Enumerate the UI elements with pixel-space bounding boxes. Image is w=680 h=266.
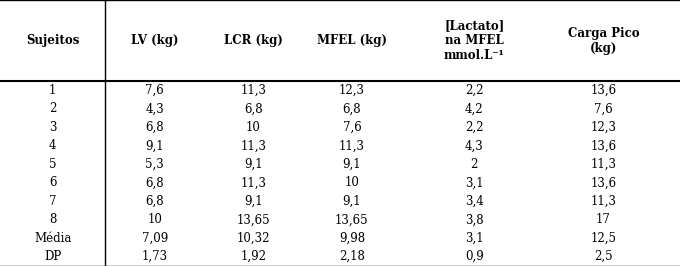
Text: 2,5: 2,5 (594, 250, 613, 263)
Text: 2,18: 2,18 (339, 250, 365, 263)
Text: 6,8: 6,8 (146, 195, 164, 208)
Text: 4,2: 4,2 (465, 102, 483, 115)
Text: 5: 5 (49, 158, 56, 171)
Text: 6: 6 (49, 176, 56, 189)
Text: 13,65: 13,65 (335, 213, 369, 226)
Text: 7,09: 7,09 (141, 232, 168, 245)
Text: 3,8: 3,8 (465, 213, 483, 226)
Text: 10,32: 10,32 (237, 232, 270, 245)
Text: 12,5: 12,5 (590, 232, 617, 245)
Text: MFEL (kg): MFEL (kg) (317, 34, 387, 47)
Text: 11,3: 11,3 (240, 84, 267, 97)
Text: 7,6: 7,6 (594, 102, 613, 115)
Text: 12,3: 12,3 (590, 121, 617, 134)
Text: Carga Pico
(kg): Carga Pico (kg) (568, 27, 639, 55)
Text: 2,2: 2,2 (465, 121, 483, 134)
Text: 4,3: 4,3 (465, 139, 483, 152)
Text: 1: 1 (49, 84, 56, 97)
Text: 2: 2 (49, 102, 56, 115)
Text: 13,65: 13,65 (237, 213, 270, 226)
Text: Sujeitos: Sujeitos (26, 34, 80, 47)
Text: 3,4: 3,4 (465, 195, 483, 208)
Text: 3: 3 (49, 121, 56, 134)
Text: 11,3: 11,3 (240, 139, 267, 152)
Text: 2,2: 2,2 (465, 84, 483, 97)
Text: LV (kg): LV (kg) (131, 34, 178, 47)
Text: 9,1: 9,1 (244, 195, 262, 208)
Text: 7,6: 7,6 (343, 121, 361, 134)
Text: 8: 8 (49, 213, 56, 226)
Text: 13,6: 13,6 (590, 176, 617, 189)
Text: 11,3: 11,3 (590, 158, 617, 171)
Text: [Lactato]
na MFEL
mmol.L⁻¹: [Lactato] na MFEL mmol.L⁻¹ (444, 19, 505, 62)
Text: 7: 7 (49, 195, 56, 208)
Text: DP: DP (44, 250, 61, 263)
Text: 9,1: 9,1 (244, 158, 262, 171)
Text: 4: 4 (49, 139, 56, 152)
Text: 6,8: 6,8 (343, 102, 361, 115)
Text: 6,8: 6,8 (244, 102, 262, 115)
Text: 2: 2 (471, 158, 478, 171)
Text: 17: 17 (596, 213, 611, 226)
Text: Média: Média (34, 232, 71, 245)
Text: 4,3: 4,3 (146, 102, 164, 115)
Text: 9,1: 9,1 (343, 158, 361, 171)
Text: 6,8: 6,8 (146, 121, 164, 134)
Text: 9,1: 9,1 (343, 195, 361, 208)
Text: 12,3: 12,3 (339, 84, 365, 97)
Text: 0,9: 0,9 (465, 250, 483, 263)
Text: 11,3: 11,3 (339, 139, 365, 152)
Text: 10: 10 (345, 176, 359, 189)
Text: 3,1: 3,1 (465, 176, 483, 189)
Text: 11,3: 11,3 (590, 195, 617, 208)
Text: 1,92: 1,92 (240, 250, 267, 263)
Text: 1,73: 1,73 (141, 250, 168, 263)
Text: 9,98: 9,98 (339, 232, 365, 245)
Text: 3,1: 3,1 (465, 232, 483, 245)
Text: 5,3: 5,3 (146, 158, 164, 171)
Text: 13,6: 13,6 (590, 84, 617, 97)
Text: 6,8: 6,8 (146, 176, 164, 189)
Text: 10: 10 (148, 213, 162, 226)
Text: 11,3: 11,3 (240, 176, 267, 189)
Text: 13,6: 13,6 (590, 139, 617, 152)
Text: 10: 10 (246, 121, 260, 134)
Text: 7,6: 7,6 (146, 84, 164, 97)
Text: LCR (kg): LCR (kg) (224, 34, 283, 47)
Text: 9,1: 9,1 (146, 139, 164, 152)
